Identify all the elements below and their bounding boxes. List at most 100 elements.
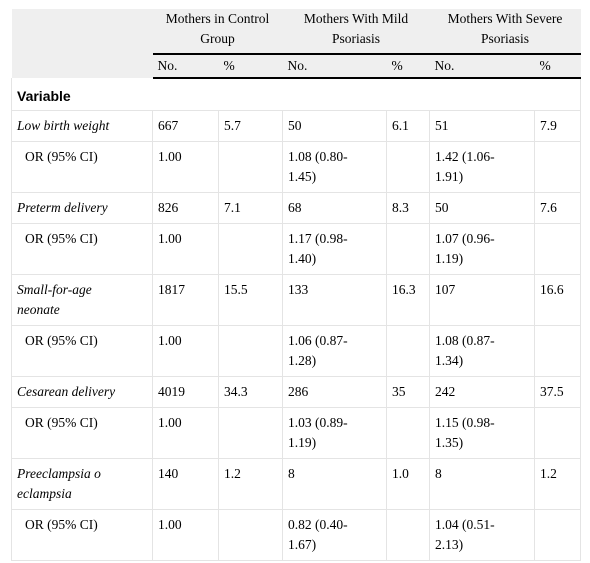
row-label-line: Small-for-age <box>17 282 92 297</box>
cell-line: 68 <box>288 200 302 215</box>
results-table-container: Mothers in Control Group Mothers With Mi… <box>11 9 581 561</box>
row-label: OR (95% CI) <box>11 223 153 275</box>
table-cell <box>534 223 581 275</box>
table-cell: 1.08 (0.80- 1.45) <box>282 141 387 193</box>
row-label-line: OR (95% CI) <box>25 149 98 164</box>
header-group-control-line1: Mothers in Control <box>165 11 270 26</box>
cell-line: 7.6 <box>540 200 557 215</box>
table-cell: 68 <box>282 192 387 224</box>
cell-line: 1.28) <box>288 353 317 368</box>
table-cell <box>386 325 430 377</box>
table-row-or: OR (95% CI) 1.00 1.03 (0.89- 1.19) 1.15 (0.9… <box>11 407 581 459</box>
row-label-line: OR (95% CI) <box>25 231 98 246</box>
cell-line: 1.0 <box>392 466 409 481</box>
header-group-severe: Mothers With Severe Psoriasis <box>429 9 581 55</box>
cell-line: 1.42 (1.06- <box>435 149 495 164</box>
cell-line: 1.2 <box>540 466 557 481</box>
table-cell <box>534 325 581 377</box>
table-cell: 107 <box>429 274 535 326</box>
table-cell: 7.6 <box>534 192 581 224</box>
table-cell: 8 <box>282 458 387 510</box>
cell-line: 1.00 <box>158 415 182 430</box>
table-cell: 1.08 (0.87- 1.34) <box>429 325 535 377</box>
table-cell: 1.42 (1.06- 1.91) <box>429 141 535 193</box>
table-cell: 286 <box>282 376 387 408</box>
cell-line: 6.1 <box>392 118 409 133</box>
cell-line: 140 <box>158 466 179 481</box>
table-cell <box>218 509 283 561</box>
cell-line: 1817 <box>158 282 185 297</box>
cell-line: 667 <box>158 118 179 133</box>
table-cell <box>534 141 581 193</box>
cell-line: 1.00 <box>158 149 182 164</box>
table-cell: 1.04 (0.51- 2.13) <box>429 509 535 561</box>
table-cell: 16.6 <box>534 274 581 326</box>
table-row-or: OR (95% CI) 1.00 0.82 (0.40- 1.67) 1.04 (0.5… <box>11 509 581 561</box>
table-cell: 667 <box>152 110 219 142</box>
table-row-variable: Small-for-age neonate 1817 15.5 133 16.3 107 16… <box>11 274 581 326</box>
header-group-severe-line2: Psoriasis <box>480 31 529 46</box>
table-cell: 133 <box>282 274 387 326</box>
cell-line: 4019 <box>158 384 185 399</box>
cell-line: 1.08 (0.87- <box>435 333 495 348</box>
table-cell: 16.3 <box>386 274 430 326</box>
cell-line: 7.1 <box>224 200 241 215</box>
table-cell: 8.3 <box>386 192 430 224</box>
table-cell <box>386 509 430 561</box>
header-group-mild: Mothers With Mild Psoriasis <box>282 9 430 55</box>
cell-line: 16.3 <box>392 282 416 297</box>
table-cell: 34.3 <box>218 376 283 408</box>
cell-line: 1.06 (0.87- <box>288 333 348 348</box>
cell-line: 15.5 <box>224 282 248 297</box>
row-label-line: OR (95% CI) <box>25 333 98 348</box>
row-label: Small-for-age neonate <box>11 274 153 326</box>
row-label-line: neonate <box>17 302 60 317</box>
header-group-severe-line1: Mothers With Severe <box>447 11 563 26</box>
table-cell: 1.06 (0.87- 1.28) <box>282 325 387 377</box>
table-cell <box>534 509 581 561</box>
cell-line: 1.07 (0.96- <box>435 231 495 246</box>
row-label: OR (95% CI) <box>11 141 153 193</box>
header-sub-cell: No. <box>152 54 219 79</box>
table-row-or: OR (95% CI) 1.00 1.08 (0.80- 1.45) 1.42 (1.0… <box>11 141 581 193</box>
table-cell: 1.00 <box>152 141 219 193</box>
table-cell: 0.82 (0.40- 1.67) <box>282 509 387 561</box>
cell-line: 1.45) <box>288 169 317 184</box>
table-cell: 1.17 (0.98- 1.40) <box>282 223 387 275</box>
row-label: Preterm delivery <box>11 192 153 224</box>
row-label-line: OR (95% CI) <box>25 517 98 532</box>
cell-line: 1.03 (0.89- <box>288 415 348 430</box>
table-cell: 51 <box>429 110 535 142</box>
table-cell <box>218 141 283 193</box>
header-sub-cell: No. <box>429 54 535 79</box>
row-label: OR (95% CI) <box>11 407 153 459</box>
cell-line: 1.04 (0.51- <box>435 517 495 532</box>
cell-line: 2.13) <box>435 537 464 552</box>
table-cell: 242 <box>429 376 535 408</box>
cell-line: 1.00 <box>158 231 182 246</box>
row-label-line: Cesarean delivery <box>17 384 116 399</box>
cell-line: 1.91) <box>435 169 464 184</box>
cell-line: 8 <box>435 466 442 481</box>
table-cell: 7.1 <box>218 192 283 224</box>
cell-line: 133 <box>288 282 309 297</box>
row-label: Low birth weight <box>11 110 153 142</box>
table-cell: 15.5 <box>218 274 283 326</box>
cell-line: 16.6 <box>540 282 564 297</box>
cell-line: 8 <box>288 466 295 481</box>
cell-line: 1.08 (0.80- <box>288 149 348 164</box>
table-cell: 50 <box>429 192 535 224</box>
cell-line: 7.9 <box>540 118 557 133</box>
table-cell: 1.2 <box>534 458 581 510</box>
table-row-or: OR (95% CI) 1.00 1.17 (0.98- 1.40) 1.07 (0.9… <box>11 223 581 275</box>
table-cell: 35 <box>386 376 430 408</box>
table-row-variable: Low birth weight 667 5.7 50 6.1 51 7.9 <box>11 110 581 142</box>
row-label: OR (95% CI) <box>11 509 153 561</box>
table-cell: 826 <box>152 192 219 224</box>
row-label: OR (95% CI) <box>11 325 153 377</box>
variable-header-label: Variable <box>11 78 581 111</box>
table-row-variable: Cesarean delivery 4019 34.3 286 35 242 37.5 <box>11 376 581 408</box>
table-cell: 1.00 <box>152 325 219 377</box>
table-cell: 1.0 <box>386 458 430 510</box>
header-group-row: Mothers in Control Group Mothers With Mi… <box>11 9 581 78</box>
